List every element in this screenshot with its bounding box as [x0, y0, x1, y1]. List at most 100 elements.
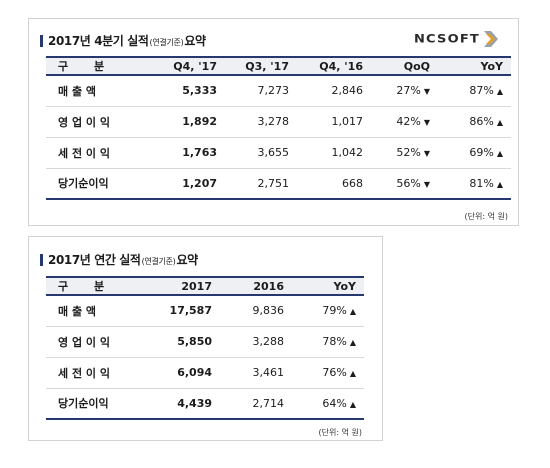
up-arrow-icon: ▲ — [349, 307, 356, 317]
up-arrow-icon: ▲ — [349, 338, 356, 347]
table-row: 당기순이익 4,439 2,714 64% ▲ — [46, 388, 364, 420]
yoy-value: 86% — [469, 115, 494, 128]
annual-header-row: 구 분 2017 2016 YoY — [46, 277, 364, 295]
table-row: 세 전 이 익 6,094 3,461 76% ▲ — [46, 357, 364, 389]
up-arrow-icon: ▲ — [496, 179, 503, 189]
down-arrow-icon: ▼ — [423, 87, 430, 97]
cell-q3-17: 7,273 — [225, 75, 297, 107]
row-label: 세 전 이 익 — [46, 357, 142, 389]
table-row: 영 업 이 익 5,850 3,288 78% ▲ — [46, 326, 364, 358]
cell-2017: 6,094 — [142, 357, 220, 389]
cell-2016: 3,288 — [220, 326, 292, 358]
row-label: 세 전 이 익 — [46, 137, 142, 169]
row-label: 당기순이익 — [46, 388, 142, 420]
title-accent-bar — [40, 34, 43, 47]
table-row: 당기순이익 1,207 2,751 668 56% ▼ 81% ▲ — [46, 168, 511, 200]
quarterly-title-main: 2017년 4분기 실적 — [48, 34, 149, 48]
cell-q3-17: 3,655 — [225, 137, 297, 169]
cell-2016: 9,836 — [220, 295, 292, 327]
cell-yoy: 69% ▲ — [438, 137, 511, 169]
annual-summary-card: 2017년 연간 실적 (연결기준) 요약 구 분 2017 2016 YoY … — [28, 236, 383, 441]
up-arrow-icon: ▲ — [496, 149, 503, 158]
title-accent-bar — [40, 253, 43, 266]
row-label: 영 업 이 익 — [46, 326, 142, 358]
quarterly-title-note: (연결기준) — [149, 38, 184, 47]
qoq-value: 56% — [396, 176, 421, 190]
cell-yoy: 78% ▲ — [292, 326, 364, 358]
qoq-value: 42% — [396, 115, 421, 128]
quarterly-table: 구 분 Q4, '17 Q3, '17 Q4, '16 QoQ YoY 매 출 … — [46, 56, 511, 200]
col-header-2016: 2016 — [253, 279, 284, 293]
cell-yoy: 79% ▲ — [292, 295, 364, 327]
col-header-yoy: YoY — [480, 59, 503, 73]
row-label: 매 출 액 — [46, 295, 142, 327]
col-header-category: 구 분 — [58, 280, 105, 293]
up-arrow-icon: ▲ — [349, 369, 356, 378]
table-row: 영 업 이 익 1,892 3,278 1,017 42% ▼ 86% ▲ — [46, 106, 511, 138]
yoy-value: 87% — [469, 84, 494, 98]
col-header-q4-17: Q4, '17 — [173, 59, 217, 73]
annual-unit-note: (단위: 억 원) — [318, 428, 362, 437]
cell-yoy: 76% ▲ — [292, 357, 364, 389]
cell-q4-17: 5,333 — [142, 75, 225, 107]
col-header-q4-16: Q4, '16 — [319, 59, 363, 73]
row-label: 매 출 액 — [46, 75, 142, 107]
yoy-value: 64% — [322, 396, 347, 410]
cell-q4-16: 2,846 — [297, 75, 371, 107]
cell-q3-17: 3,278 — [225, 106, 297, 138]
cell-2016: 3,461 — [220, 357, 292, 389]
cell-2017: 4,439 — [142, 388, 220, 420]
qoq-value: 52% — [396, 146, 421, 159]
up-arrow-icon: ▲ — [349, 399, 356, 409]
yoy-value: 79% — [322, 304, 347, 318]
yoy-value: 78% — [322, 335, 347, 348]
table-row: 매 출 액 17,587 9,836 79% ▲ — [46, 295, 364, 327]
down-arrow-icon: ▼ — [423, 118, 430, 127]
quarterly-title: 2017년 4분기 실적 (연결기준) 요약 — [40, 32, 206, 49]
cell-2017: 17,587 — [142, 295, 220, 327]
cell-qoq: 56% ▼ — [371, 168, 438, 200]
cell-q4-16: 668 — [297, 168, 371, 200]
cell-q3-17: 2,751 — [225, 168, 297, 200]
col-header-qoq: QoQ — [403, 59, 430, 73]
up-arrow-icon: ▲ — [496, 87, 503, 97]
cell-qoq: 52% ▼ — [371, 137, 438, 169]
annual-title: 2017년 연간 실적 (연결기준) 요약 — [40, 251, 198, 268]
cell-q4-17: 1,207 — [142, 168, 225, 200]
ncsoft-logo: NCSOFT — [414, 31, 498, 47]
annual-title-suffix: 요약 — [176, 253, 198, 267]
cell-q4-16: 1,042 — [297, 137, 371, 169]
table-row: 매 출 액 5,333 7,273 2,846 27% ▼ 87% ▲ — [46, 75, 511, 107]
cell-qoq: 42% ▼ — [371, 106, 438, 138]
down-arrow-icon: ▼ — [423, 179, 430, 189]
cell-q4-17: 1,763 — [142, 137, 225, 169]
col-header-yoy: YoY — [333, 279, 356, 293]
cell-yoy: 81% ▲ — [438, 168, 511, 200]
col-header-2017: 2017 — [181, 279, 212, 293]
annual-title-note: (연결기준) — [141, 257, 176, 266]
annual-table: 구 분 2017 2016 YoY 매 출 액 17,587 9,836 79%… — [46, 276, 364, 420]
yoy-value: 69% — [469, 146, 494, 159]
col-header-category: 구 분 — [58, 60, 105, 73]
cell-yoy: 87% ▲ — [438, 75, 511, 107]
cell-q4-16: 1,017 — [297, 106, 371, 138]
cell-yoy: 86% ▲ — [438, 106, 511, 138]
table-row: 세 전 이 익 1,763 3,655 1,042 52% ▼ 69% ▲ — [46, 137, 511, 169]
logo-text: NCSOFT — [413, 32, 480, 46]
quarterly-title-suffix: 요약 — [184, 34, 206, 48]
ncsoft-chevron-logo-icon — [484, 31, 498, 47]
row-label: 당기순이익 — [46, 168, 142, 200]
cell-2017: 5,850 — [142, 326, 220, 358]
up-arrow-icon: ▲ — [496, 118, 503, 127]
cell-qoq: 27% ▼ — [371, 75, 438, 107]
annual-title-main: 2017년 연간 실적 — [48, 253, 141, 267]
quarterly-unit-note: (단위: 억 원) — [464, 212, 508, 221]
cell-2016: 2,714 — [220, 388, 292, 420]
down-arrow-icon: ▼ — [423, 149, 430, 158]
quarterly-header-row: 구 분 Q4, '17 Q3, '17 Q4, '16 QoQ YoY — [46, 57, 511, 75]
qoq-value: 27% — [396, 84, 421, 98]
row-label: 영 업 이 익 — [46, 106, 142, 138]
yoy-value: 81% — [469, 176, 494, 190]
quarterly-summary-card: 2017년 4분기 실적 (연결기준) 요약 NCSOFT 구 분 Q4, '1… — [28, 18, 519, 226]
cell-yoy: 64% ▲ — [292, 388, 364, 420]
